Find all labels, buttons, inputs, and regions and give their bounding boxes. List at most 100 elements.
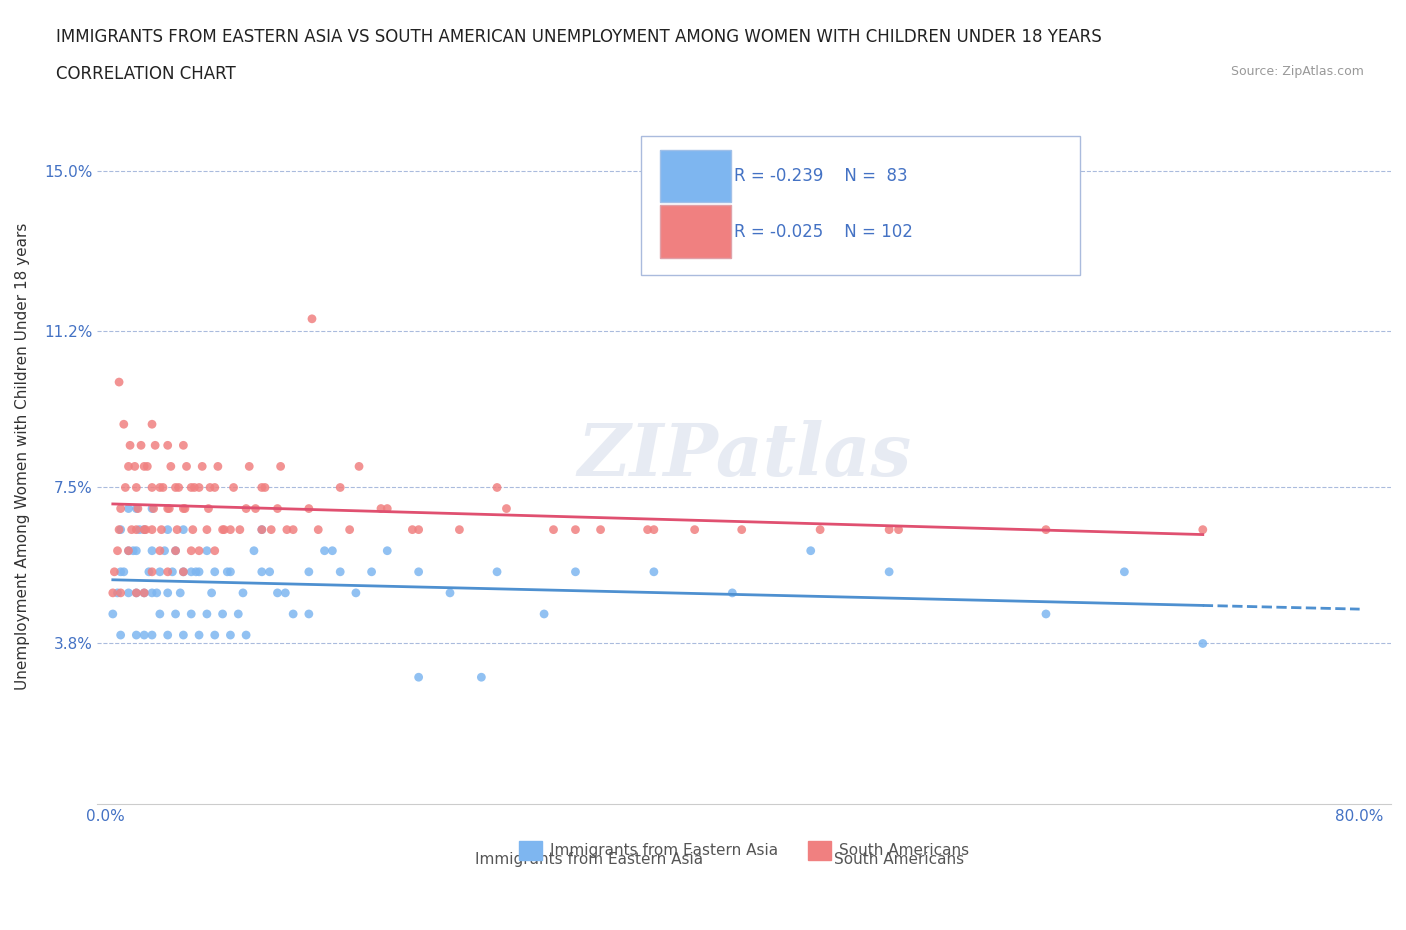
Point (235, 628, 257, 643)
Point (108, 523, 131, 538)
Point (134, 586, 156, 601)
Point (800, 543, 823, 558)
Point (339, 523, 361, 538)
Point (141, 565, 163, 579)
Point (150, 523, 173, 538)
Point (122, 543, 145, 558)
Point (136, 459, 159, 474)
Point (110, 523, 132, 538)
Point (141, 523, 163, 538)
Text: Source: ZipAtlas.com: Source: ZipAtlas.com (1230, 65, 1364, 78)
Point (1191, 523, 1213, 538)
Point (195, 606, 218, 621)
Point (188, 628, 211, 643)
Point (207, 459, 229, 474)
Point (125, 501, 148, 516)
Point (486, 565, 509, 579)
Point (180, 480, 202, 495)
Point (110, 565, 132, 579)
FancyBboxPatch shape (641, 136, 1080, 275)
Point (156, 586, 179, 601)
Point (232, 586, 254, 601)
Point (347, 459, 370, 474)
Point (321, 543, 343, 558)
Point (283, 523, 305, 538)
Point (172, 501, 194, 516)
Y-axis label: Unemployment Among Women with Children Under 18 years: Unemployment Among Women with Children U… (15, 222, 30, 689)
Point (117, 543, 139, 558)
Point (301, 312, 323, 326)
Point (149, 606, 172, 621)
Point (134, 523, 156, 538)
Point (134, 628, 156, 643)
Point (110, 586, 132, 601)
Point (112, 417, 135, 432)
Point (188, 543, 211, 558)
Point (156, 523, 179, 538)
Point (127, 501, 149, 516)
Point (235, 501, 257, 516)
Point (156, 628, 179, 643)
Point (125, 523, 148, 538)
Point (276, 523, 298, 538)
Point (141, 543, 163, 558)
Point (637, 523, 659, 538)
Point (217, 565, 239, 579)
Point (470, 670, 492, 684)
Point (165, 543, 187, 558)
Point (180, 565, 202, 579)
Point (298, 501, 321, 516)
Point (125, 586, 148, 601)
Point (808, 523, 831, 538)
Point (188, 480, 211, 495)
Point (165, 480, 187, 495)
Point (219, 628, 242, 643)
Point (250, 523, 273, 538)
Point (141, 586, 163, 601)
Point (643, 523, 665, 538)
Point (1035, 606, 1057, 621)
Point (266, 501, 288, 516)
Point (165, 543, 187, 558)
Point (107, 586, 129, 601)
Point (298, 565, 321, 579)
Point (314, 543, 336, 558)
Point (172, 565, 194, 579)
Point (174, 501, 197, 516)
Point (204, 628, 226, 643)
Point (253, 480, 276, 495)
Point (250, 565, 273, 579)
Point (191, 459, 214, 474)
Point (211, 606, 233, 621)
Point (486, 480, 509, 495)
Point (877, 523, 900, 538)
Point (375, 501, 398, 516)
Point (117, 459, 139, 474)
FancyBboxPatch shape (659, 150, 731, 202)
Point (141, 628, 163, 643)
Point (141, 417, 163, 432)
Point (176, 459, 198, 474)
Point (564, 565, 586, 579)
Point (152, 480, 174, 495)
Point (204, 565, 226, 579)
Point (197, 501, 219, 516)
Point (156, 438, 179, 453)
Point (125, 628, 148, 643)
Point (1191, 636, 1213, 651)
Text: ZIPatlas: ZIPatlas (576, 420, 911, 491)
Text: R = -0.239    N =  83: R = -0.239 N = 83 (734, 167, 907, 185)
Point (108, 375, 131, 390)
Point (543, 523, 565, 538)
Point (181, 523, 204, 538)
Point (683, 523, 706, 538)
Point (195, 523, 218, 538)
Point (117, 501, 139, 516)
Point (449, 523, 471, 538)
Point (212, 523, 235, 538)
Point (166, 523, 188, 538)
Point (103, 565, 125, 579)
Point (172, 438, 194, 453)
Point (134, 523, 156, 538)
Point (153, 543, 176, 558)
